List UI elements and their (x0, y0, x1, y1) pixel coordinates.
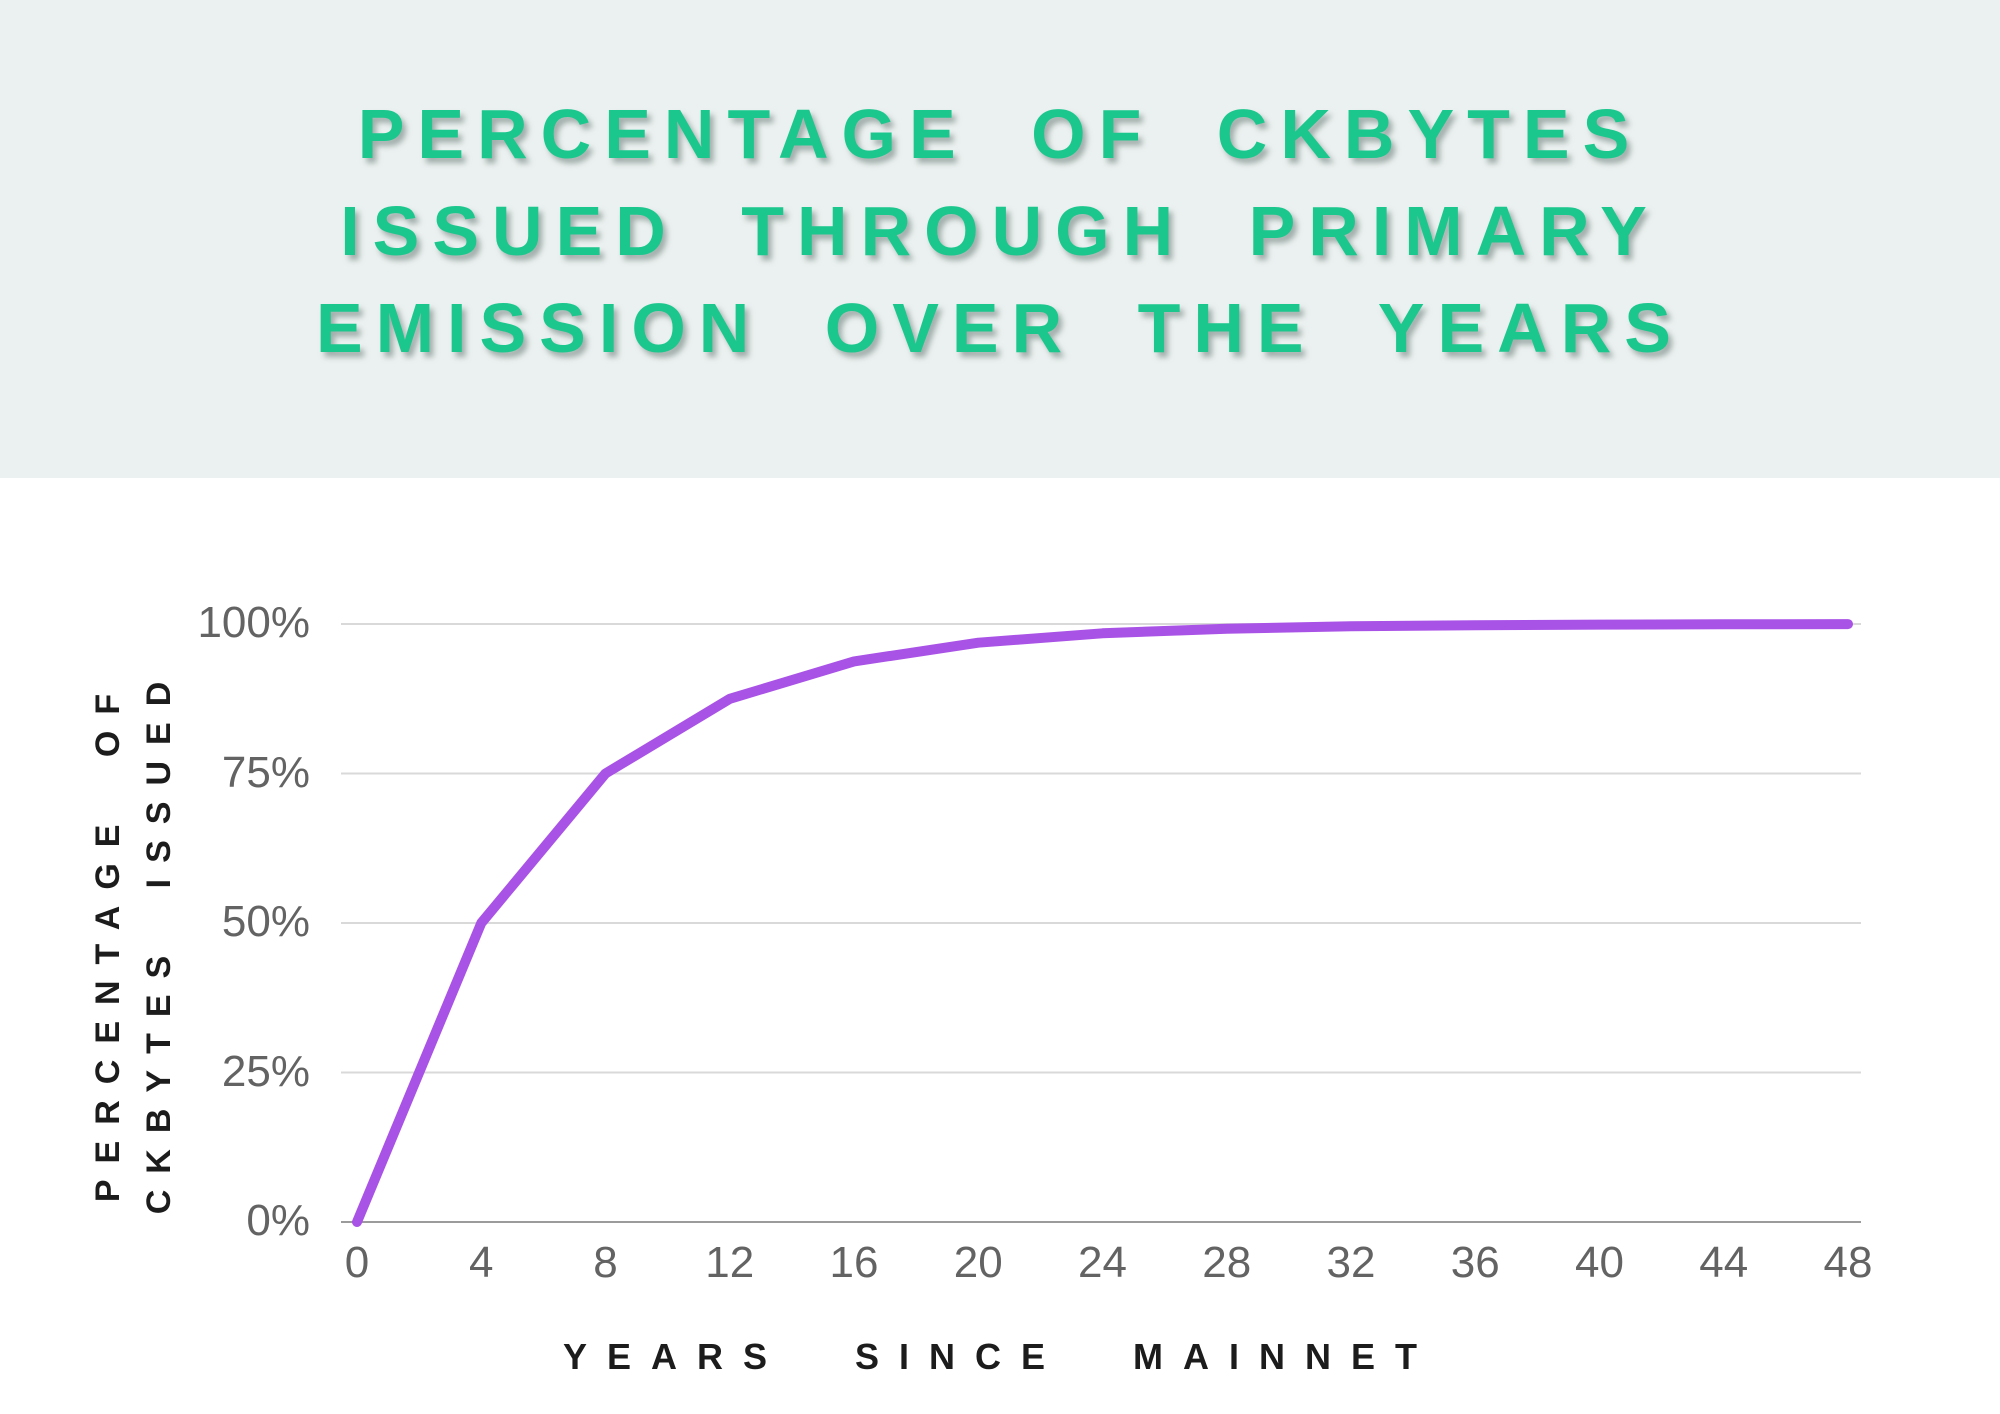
x-tick-label: 48 (1823, 1238, 1873, 1287)
emission-line (352, 619, 1853, 1227)
x-tick-label: 44 (1699, 1238, 1749, 1287)
x-tick-label: 4 (469, 1238, 494, 1287)
y-axis-label-line-2: CKBYTES ISSUED (140, 665, 178, 1215)
x-tick-label: 12 (705, 1238, 755, 1287)
y-tick-label: 100% (197, 598, 310, 647)
y-axis-label-line-1: PERCENTAGE OF (89, 677, 127, 1203)
x-tick-label: 24 (1078, 1238, 1127, 1287)
title-line-2: ISSUED THROUGH PRIMARY (340, 192, 1660, 270)
y-tick-label: 50% (221, 897, 310, 946)
x-tick-label: 36 (1450, 1238, 1500, 1287)
title-line-3: EMISSION OVER THE YEARS (316, 289, 1684, 367)
y-tick-label: 75% (221, 747, 310, 797)
y-tick-label: 25% (221, 1046, 310, 1096)
chart-title: PERCENTAGE OF CKBYTES ISSUED THROUGH PRI… (0, 0, 2000, 377)
x-tick-label: 16 (829, 1238, 879, 1287)
title-line-1: PERCENTAGE OF CKBYTES (357, 95, 1643, 173)
x-tick-label: 20 (953, 1238, 1003, 1287)
header-band: PERCENTAGE OF CKBYTES ISSUED THROUGH PRI… (0, 0, 2000, 478)
y-tick-label: 0% (246, 1196, 310, 1245)
y-axis-label: PERCENTAGE OF CKBYTES ISSUED (83, 666, 185, 1215)
x-tick-label: 40 (1575, 1238, 1624, 1287)
x-tick-label: 0 (344, 1238, 370, 1287)
x-axis-label: YEARS SINCE MAINNET (562, 1336, 1438, 1377)
x-tick-label: 32 (1326, 1238, 1376, 1287)
x-tick-label: 8 (593, 1238, 618, 1287)
x-tick-label: 28 (1202, 1238, 1252, 1287)
